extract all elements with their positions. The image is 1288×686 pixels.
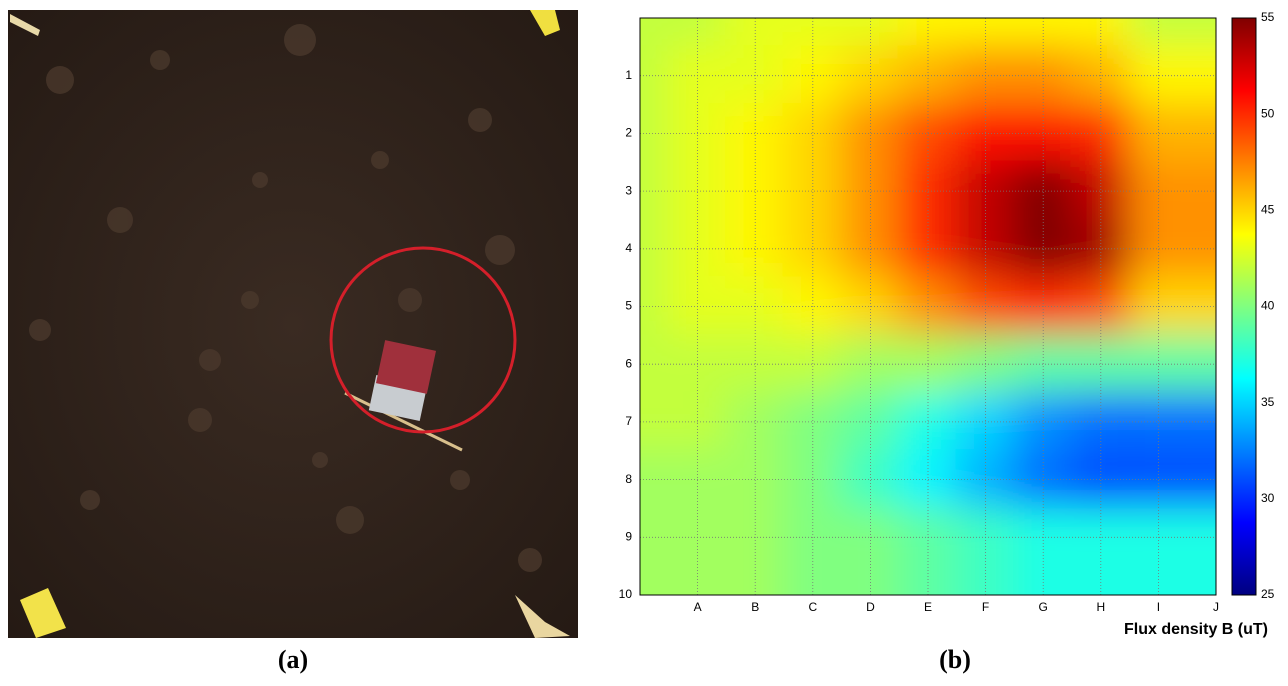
- y-tick-label: 9: [625, 529, 632, 543]
- x-tick-label: B: [751, 600, 759, 614]
- colorbar-tick-label: 35: [1261, 395, 1275, 409]
- x-tick-label: D: [866, 600, 875, 614]
- y-tick-label: 10: [619, 587, 633, 601]
- colorbar-tick-label: 30: [1261, 491, 1275, 505]
- caption: (a): [278, 645, 308, 674]
- heat-cell: [1012, 160, 1074, 222]
- x-axis-label: Flux density B (uT): [1124, 621, 1268, 638]
- heat-cell: [1012, 449, 1074, 510]
- heat-cell: [724, 103, 786, 164]
- heat-cell: [724, 160, 786, 222]
- y-tick-label: 6: [625, 356, 632, 370]
- heat-cell: [1070, 449, 1132, 510]
- heat-cell: [782, 103, 844, 164]
- photo: [8, 10, 578, 638]
- colorbar: [1231, 17, 1257, 596]
- heat-cell: [1070, 391, 1132, 453]
- x-tick-label: E: [924, 600, 932, 614]
- heat-cell: [1012, 103, 1074, 164]
- colorbar-tick-label: 55: [1261, 10, 1275, 24]
- y-tick-label: 5: [625, 299, 632, 313]
- heat-cell: [840, 391, 901, 453]
- x-tick-label: I: [1157, 600, 1160, 614]
- y-tick-label: 4: [625, 241, 632, 255]
- heat-cell: [840, 449, 901, 510]
- heat-cell: [1012, 391, 1074, 453]
- colorbar-tick-label: 45: [1261, 203, 1275, 217]
- x-tick-label: A: [694, 600, 702, 614]
- y-tick-label: 8: [625, 472, 632, 486]
- colorbar-tick-label: 40: [1261, 299, 1275, 313]
- heat-cell: [724, 391, 786, 453]
- y-tick-label: 3: [625, 183, 632, 197]
- heat-cell: [1070, 160, 1132, 222]
- x-tick-label: F: [982, 600, 989, 614]
- colorbar-tick-label: 50: [1261, 106, 1275, 120]
- heatmap: [640, 18, 1216, 595]
- colorbar-tick-label: 25: [1261, 587, 1275, 601]
- heat-cell: [724, 449, 786, 510]
- y-tick-label: 2: [625, 126, 632, 140]
- y-tick-label: 7: [625, 414, 632, 428]
- x-tick-label: C: [808, 600, 817, 614]
- heat-cell: [782, 449, 844, 510]
- heat-cell: [1070, 103, 1132, 164]
- x-tick-label: H: [1096, 600, 1105, 614]
- heat-cell: [782, 160, 844, 222]
- caption: (b): [939, 645, 971, 674]
- y-tick-label: 1: [625, 68, 632, 82]
- x-tick-label: G: [1039, 600, 1048, 614]
- plot-frame: [639, 17, 1217, 596]
- heat-cell: [782, 391, 844, 453]
- x-tick-label: J: [1213, 600, 1219, 614]
- heat-cell: [840, 103, 901, 164]
- heat-cell: [840, 160, 901, 222]
- heat-cell: [1129, 508, 1216, 595]
